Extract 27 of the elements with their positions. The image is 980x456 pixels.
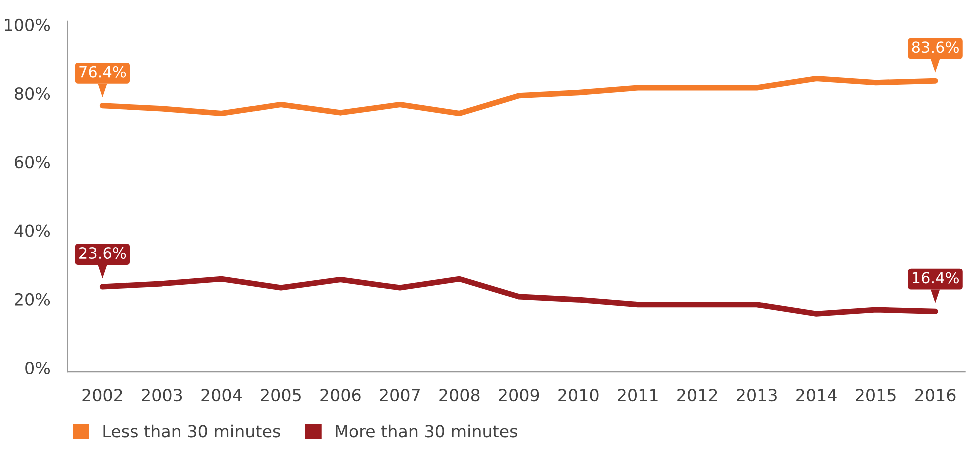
legend-label: More than 30 minutes xyxy=(336,424,518,438)
x-tick-label: 2005 xyxy=(261,389,301,402)
y-tick-label: 80% xyxy=(15,87,50,100)
x-tick-label: 2002 xyxy=(82,389,122,402)
data-label: 76.4% xyxy=(80,66,126,78)
x-tick-label: 2013 xyxy=(737,389,777,402)
x-tick-label: 2016 xyxy=(916,389,956,402)
x-tick-label: 2009 xyxy=(499,389,540,402)
y-tick-label: 0% xyxy=(26,362,50,375)
x-tick-label: 2004 xyxy=(202,389,242,402)
y-tick-label: 100% xyxy=(5,18,50,32)
x-tick-label: 2015 xyxy=(856,389,896,402)
x-tick-label: 2007 xyxy=(380,389,420,402)
x-tick-label: 2014 xyxy=(796,389,837,402)
x-tick-label: 2011 xyxy=(618,389,658,402)
x-tick-label: 2010 xyxy=(558,389,599,402)
x-tick-label: 2003 xyxy=(142,389,182,402)
data-label: 83.6% xyxy=(912,42,959,54)
legend-label: Less than 30 minutes xyxy=(104,424,280,438)
x-tick-label: 2006 xyxy=(320,389,361,402)
data-label: 23.6% xyxy=(80,247,126,260)
y-tick-label: 40% xyxy=(14,224,50,238)
y-tick-label: 20% xyxy=(15,293,50,306)
y-tick-label: 60% xyxy=(15,156,50,169)
data-label: 16.4% xyxy=(912,272,959,284)
x-tick-label: 2008 xyxy=(440,389,480,402)
x-tick-label: 2012 xyxy=(678,389,718,402)
